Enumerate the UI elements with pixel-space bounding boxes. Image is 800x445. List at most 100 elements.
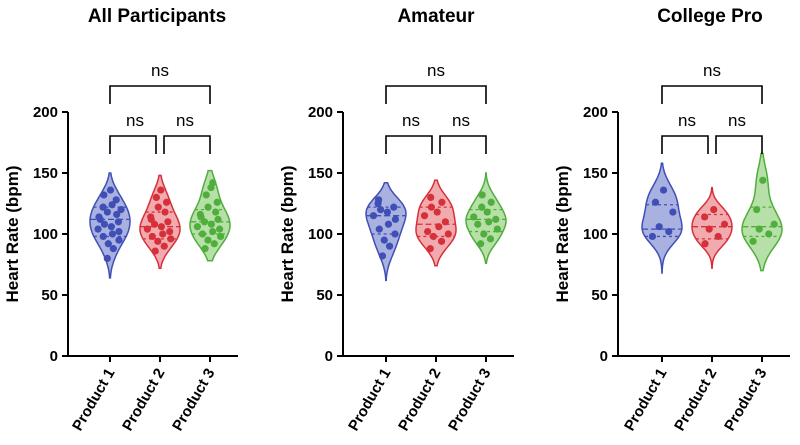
panel-0: All Participants Heart Rate (bpm) 0 50 100 15…	[3, 6, 238, 434]
y-tick-label: 200	[308, 104, 333, 121]
data-point	[426, 245, 434, 253]
data-point	[201, 245, 209, 253]
data-point	[212, 208, 220, 216]
data-point	[210, 240, 218, 248]
data-point	[648, 232, 657, 241]
data-point	[444, 230, 452, 238]
data-point	[701, 213, 709, 221]
data-point	[470, 213, 478, 221]
data-point	[147, 213, 155, 221]
data-point	[209, 227, 217, 236]
significance-label: ns	[126, 111, 144, 130]
data-point	[164, 218, 172, 226]
data-point	[157, 223, 165, 231]
significance-label: ns	[427, 61, 445, 80]
data-point	[202, 191, 210, 199]
data-point	[215, 225, 224, 233]
panel-1: Amateur Heart Rate (bpm) 0 50 100 150 200 Produ…	[278, 6, 514, 434]
data-point	[151, 247, 159, 255]
data-point	[159, 230, 167, 238]
data-point	[770, 220, 778, 228]
data-point	[383, 208, 391, 216]
significance-label: ns	[728, 111, 746, 130]
data-point	[477, 240, 485, 248]
y-tick-label: 50	[591, 287, 608, 304]
data-point	[433, 208, 441, 216]
data-point	[161, 208, 169, 216]
significance-label: ns	[176, 111, 194, 130]
significance-bracket	[385, 85, 487, 104]
y-tick-label: 100	[583, 226, 608, 243]
y-tick-label: 200	[583, 104, 608, 121]
data-point	[753, 206, 761, 214]
x-tick-label: Product 3	[169, 366, 218, 434]
data-point	[420, 212, 429, 220]
data-point	[204, 236, 212, 244]
data-point	[474, 220, 482, 228]
data-point	[95, 213, 103, 221]
data-point	[765, 230, 773, 238]
data-point	[659, 186, 668, 194]
data-point	[749, 237, 757, 245]
data-point	[655, 223, 663, 231]
y-tick-label: 0	[50, 348, 58, 365]
y-tick-label: 0	[600, 348, 608, 365]
data-point	[107, 223, 115, 231]
panel-2: College Pro Heart Rate (bpm) 0 50 100 150 200 P…	[553, 6, 790, 434]
data-point	[207, 220, 215, 228]
chart-title: Amateur	[397, 6, 475, 27]
data-point	[94, 225, 102, 233]
data-point	[154, 237, 162, 245]
significance-label: ns	[678, 111, 696, 130]
data-point	[492, 215, 500, 223]
data-point	[483, 208, 491, 216]
y-tick-label: 200	[33, 104, 58, 121]
x-tick-label: Product 2	[671, 366, 720, 434]
x-tick-label: Product 1	[621, 366, 670, 434]
significance-bracket	[385, 135, 433, 154]
data-point	[214, 215, 222, 223]
y-tick-label: 100	[308, 226, 333, 243]
data-point	[198, 230, 207, 238]
y-tick-label: 150	[33, 165, 58, 182]
data-point	[384, 220, 393, 228]
x-tick-label: Product 3	[721, 366, 770, 434]
x-tick-label: Product 2	[119, 366, 168, 434]
y-tick-label: 150	[583, 165, 608, 182]
data-point	[117, 206, 125, 214]
data-point	[114, 218, 123, 226]
data-point	[487, 198, 495, 206]
significance-bracket	[661, 135, 709, 154]
data-point	[485, 218, 493, 226]
significance-bracket	[715, 135, 763, 154]
data-point	[160, 242, 168, 250]
significance-label: ns	[703, 61, 721, 80]
data-point	[112, 196, 120, 204]
data-point	[103, 208, 112, 216]
data-point	[369, 212, 378, 220]
data-point	[217, 232, 225, 241]
data-point	[108, 201, 116, 209]
data-point	[167, 235, 175, 243]
data-point	[109, 245, 117, 253]
significance-bracket	[109, 135, 157, 154]
data-point	[100, 220, 109, 228]
data-point	[99, 203, 107, 211]
data-point	[701, 240, 709, 248]
data-point	[391, 230, 399, 238]
data-point	[437, 237, 446, 245]
violin-shape	[641, 162, 683, 274]
data-point	[209, 179, 217, 187]
significance-label: ns	[151, 61, 169, 80]
violin-shape	[139, 174, 181, 269]
data-point	[441, 218, 449, 226]
data-point	[378, 252, 387, 260]
data-point	[157, 186, 165, 194]
data-point	[162, 198, 171, 206]
significance-bracket	[163, 135, 211, 154]
data-point	[385, 242, 394, 250]
significance-label: ns	[402, 111, 420, 130]
data-point	[143, 225, 151, 233]
data-point	[152, 193, 160, 201]
data-point	[196, 210, 204, 219]
